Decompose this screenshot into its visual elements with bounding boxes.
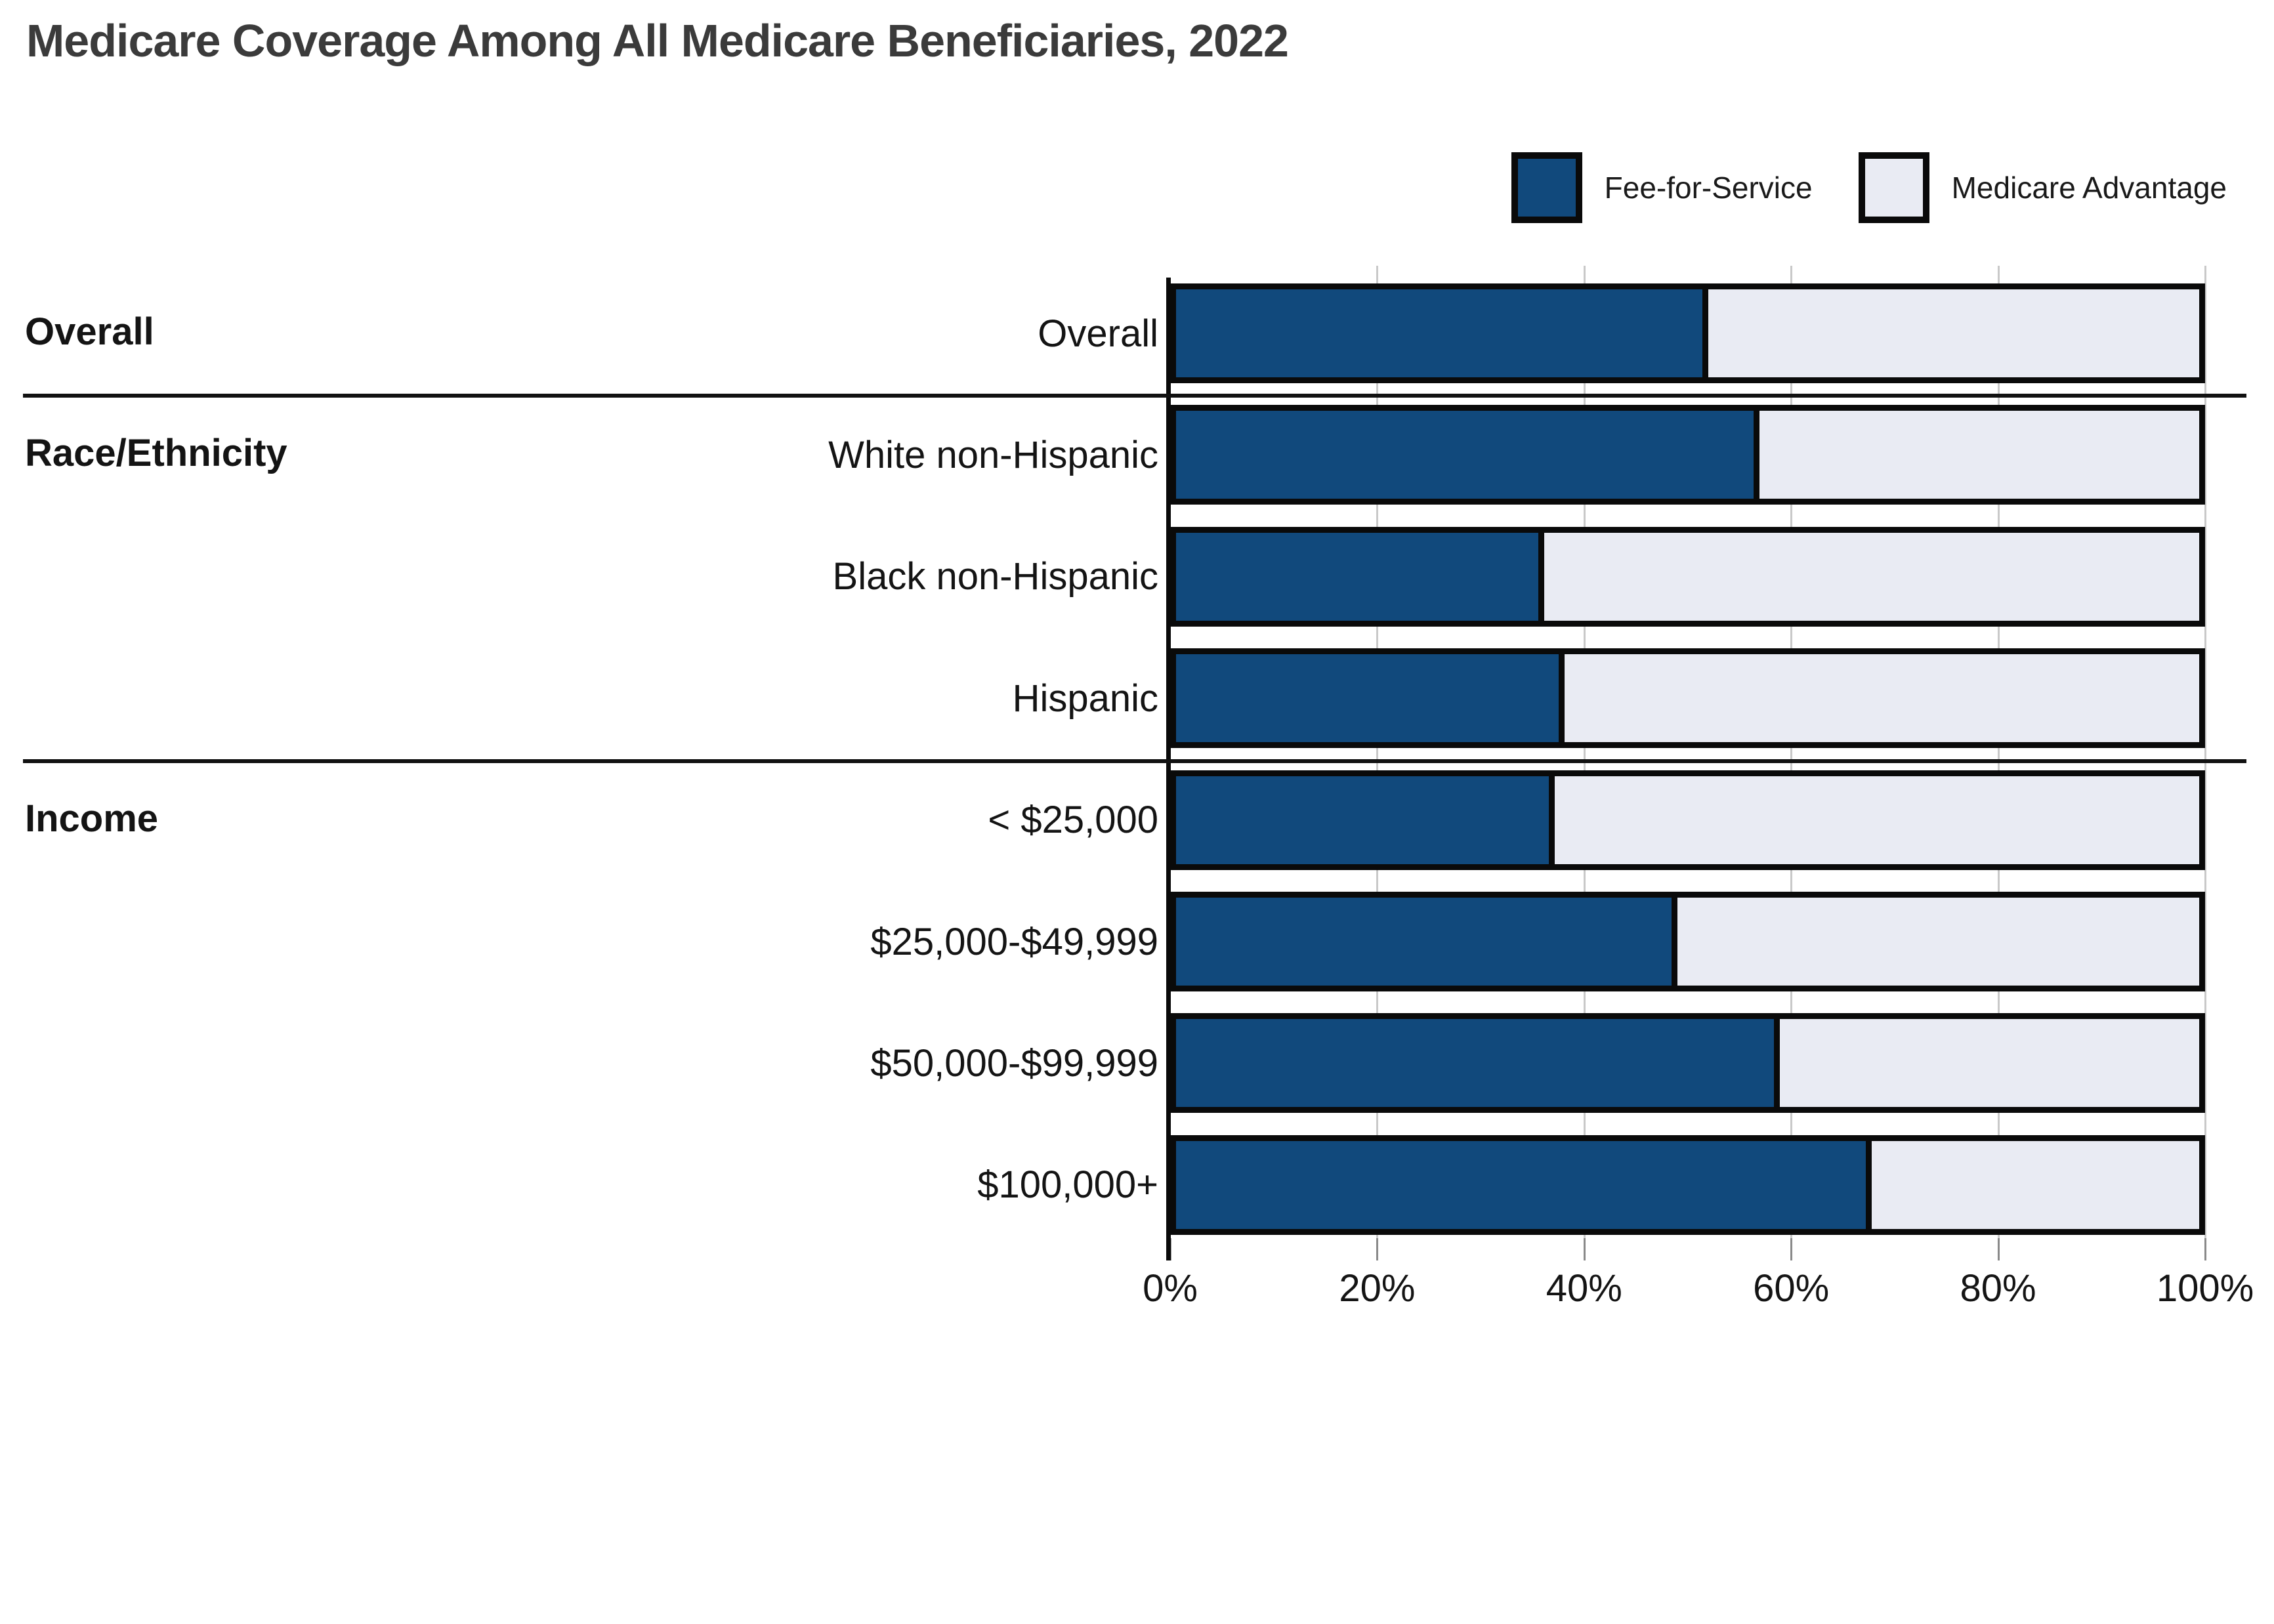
axis-tick — [1790, 1238, 1793, 1260]
stacked-bar-row — [1170, 770, 2205, 870]
axis-tick — [2204, 1238, 2206, 1260]
x-tick-label: 0% — [1143, 1267, 1198, 1310]
row-label: Black non-Hispanic — [832, 555, 1158, 598]
medicare-advantage-segment — [1759, 411, 2199, 499]
fee-for-service-segment — [1176, 532, 1545, 621]
gridline — [2204, 266, 2206, 1238]
gridline — [1790, 266, 1793, 1238]
section-divider — [23, 759, 2246, 763]
y-axis-line — [1166, 278, 1171, 1260]
legend-swatch-icon — [1511, 152, 1582, 223]
section-header: Income — [25, 797, 159, 840]
row-label: Overall — [1038, 312, 1158, 355]
legend-swatch-icon — [1858, 152, 1929, 223]
row-label: $50,000-$99,999 — [870, 1041, 1158, 1085]
row-label: White non-Hispanic — [828, 433, 1158, 476]
legend-label: Fee-for-Service — [1604, 171, 1813, 205]
axis-tick — [1583, 1238, 1586, 1260]
gridline — [1376, 266, 1379, 1238]
stacked-bar-row — [1170, 1135, 2205, 1235]
row-label: < $25,000 — [988, 799, 1158, 842]
section-header: Race/Ethnicity — [25, 432, 287, 475]
x-tick-label: 40% — [1546, 1267, 1622, 1310]
x-tick-label: 100% — [2156, 1267, 2254, 1310]
fee-for-service-segment — [1176, 776, 1555, 864]
medicare-advantage-segment — [1544, 533, 2199, 621]
x-tick-label: 60% — [1753, 1267, 1830, 1310]
legend-label: Medicare Advantage — [1951, 171, 2227, 205]
medicare-advantage-segment — [1555, 776, 2199, 864]
medicare-advantage-segment — [1677, 898, 2199, 986]
fee-for-service-segment — [1176, 654, 1565, 743]
medicare-advantage-segment — [1872, 1141, 2199, 1229]
section-divider — [23, 394, 2246, 398]
stacked-bar-row — [1170, 283, 2205, 383]
fee-for-service-segment — [1176, 1019, 1780, 1108]
medicare-advantage-segment — [1780, 1019, 2199, 1107]
gridline — [1997, 266, 2000, 1238]
stacked-bar-row — [1170, 405, 2205, 505]
axis-tick — [1376, 1238, 1379, 1260]
legend: Fee-for-Service Medicare Advantage — [1511, 152, 2227, 223]
section-header: Overall — [25, 310, 154, 353]
axis-tick — [1997, 1238, 2000, 1260]
medicare-advantage-segment — [1565, 654, 2199, 742]
row-label: Hispanic — [1012, 677, 1158, 720]
row-label: $100,000+ — [977, 1163, 1158, 1207]
medicare-advantage-segment — [1708, 289, 2199, 377]
fee-for-service-segment — [1176, 289, 1708, 377]
stacked-bar-row — [1170, 648, 2205, 749]
fee-for-service-segment — [1176, 411, 1759, 499]
fee-for-service-segment — [1176, 1140, 1872, 1229]
gridline — [1583, 266, 1586, 1238]
legend-item: Medicare Advantage — [1858, 152, 2227, 223]
chart-title: Medicare Coverage Among All Medicare Ben… — [26, 15, 1289, 66]
x-tick-label: 20% — [1339, 1267, 1416, 1310]
stacked-bar-row — [1170, 526, 2205, 627]
x-tick-label: 80% — [1960, 1267, 2036, 1310]
legend-item: Fee-for-Service — [1511, 152, 1813, 223]
fee-for-service-segment — [1176, 898, 1677, 986]
stacked-bar-row — [1170, 1013, 2205, 1114]
stacked-bar-row — [1170, 892, 2205, 991]
row-label: $25,000-$49,999 — [870, 920, 1158, 963]
